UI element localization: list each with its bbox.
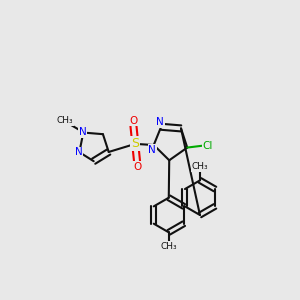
Text: N: N bbox=[156, 117, 164, 127]
Text: O: O bbox=[133, 162, 142, 172]
Text: N: N bbox=[75, 147, 83, 158]
Text: CH₃: CH₃ bbox=[192, 162, 208, 171]
Text: O: O bbox=[129, 116, 137, 125]
Text: CH₃: CH₃ bbox=[160, 242, 177, 251]
Text: S: S bbox=[131, 137, 139, 150]
Text: CH₃: CH₃ bbox=[57, 116, 74, 125]
Text: Cl: Cl bbox=[203, 141, 213, 151]
Text: N: N bbox=[79, 127, 86, 137]
Text: N: N bbox=[148, 145, 156, 155]
